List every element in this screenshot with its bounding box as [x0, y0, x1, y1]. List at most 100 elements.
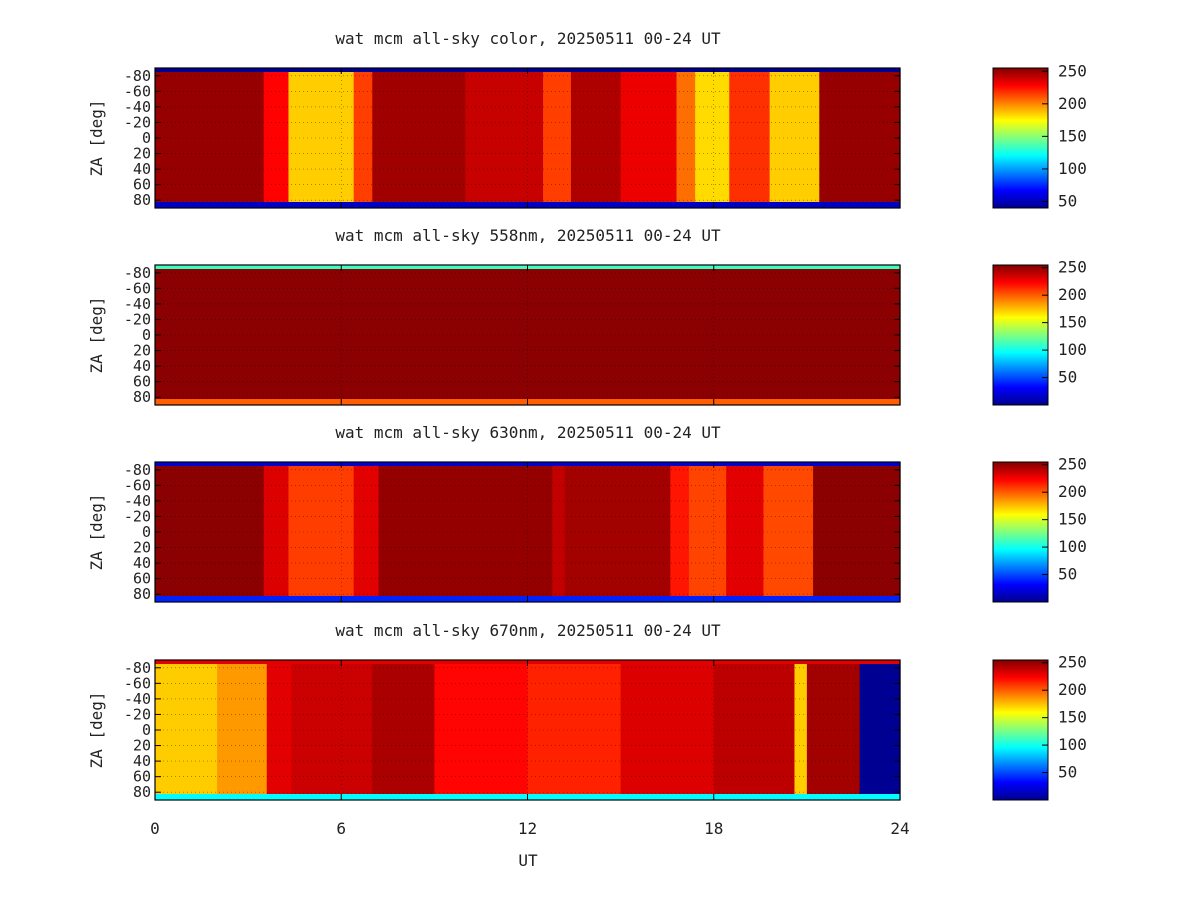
- y-axis-label: ZA [deg]: [87, 493, 106, 570]
- y-tick-label: 80: [133, 585, 151, 603]
- colorbar-tick-label: 250: [1058, 61, 1087, 80]
- panels: wat mcm all-sky color, 20250511 00-24 UT…: [87, 29, 1087, 838]
- x-axis-label: UT: [518, 851, 538, 870]
- colorbar-tick-label: 250: [1058, 258, 1087, 277]
- y-tick-label: -80: [124, 67, 151, 85]
- y-tick-label: -20: [124, 705, 151, 723]
- heatmap-column: [570, 68, 622, 208]
- colorbar-tick-label: 250: [1058, 653, 1087, 672]
- y-tick-label: 0: [142, 523, 151, 541]
- colorbar-tick-label: 150: [1058, 510, 1087, 529]
- heatmap-column: [378, 462, 553, 602]
- colorbar-tick-label: 200: [1058, 94, 1087, 113]
- colorbar-tick-label: 250: [1058, 455, 1087, 474]
- colorbar-tick-label: 50: [1058, 763, 1077, 782]
- heatmap-column: [465, 68, 544, 208]
- chart-title: wat mcm all-sky 558nm, 20250511 00-24 UT: [335, 226, 721, 245]
- colorbar-tick-label: 100: [1058, 537, 1087, 556]
- x-tick-label: 24: [890, 819, 909, 838]
- heatmap-column: [552, 462, 566, 602]
- y-tick-label: -60: [124, 674, 151, 692]
- y-tick-label: -80: [124, 659, 151, 677]
- y-tick-label: 60: [133, 373, 151, 391]
- y-tick-label: -80: [124, 264, 151, 282]
- y-tick-label: 0: [142, 721, 151, 739]
- colorbar: [992, 461, 1049, 603]
- x-tick-label: 6: [336, 819, 346, 838]
- colorbar-tick-label: 200: [1058, 285, 1087, 304]
- heatmap-column: [726, 462, 765, 602]
- colorbar-tick-label: 100: [1058, 340, 1087, 359]
- heatmap-column: [859, 660, 901, 800]
- colorbar-tick-label: 50: [1058, 191, 1077, 210]
- y-tick-label: -40: [124, 98, 151, 116]
- chart-panel-4: wat mcm all-sky 670nm, 20250511 00-24 UT…: [87, 621, 1087, 838]
- y-tick-label: 0: [142, 129, 151, 147]
- y-tick-label: 20: [133, 145, 151, 163]
- heatmap-column: [676, 68, 696, 208]
- heatmap-column: [288, 462, 355, 602]
- y-tick-label: -20: [124, 507, 151, 525]
- y-tick-label: 80: [133, 191, 151, 209]
- y-tick-label: 0: [142, 326, 151, 344]
- y-tick-label: 20: [133, 539, 151, 557]
- heatmap-column: [564, 462, 671, 602]
- colorbar-tick-label: 150: [1058, 313, 1087, 332]
- y-tick-label: 40: [133, 752, 151, 770]
- colorbar: [992, 659, 1049, 801]
- y-tick-label: -40: [124, 492, 151, 510]
- colorbar-tick-label: 150: [1058, 126, 1087, 145]
- colorbar: [992, 264, 1049, 406]
- y-tick-label: -40: [124, 295, 151, 313]
- heatmap-column: [763, 462, 814, 602]
- colorbar-tick-label: 150: [1058, 708, 1087, 727]
- chart-title: wat mcm all-sky 670nm, 20250511 00-24 UT: [335, 621, 721, 640]
- y-tick-label: 60: [133, 176, 151, 194]
- chart-title: wat mcm all-sky color, 20250511 00-24 UT: [335, 29, 721, 48]
- y-tick-label: 80: [133, 388, 151, 406]
- heatmap-column: [155, 462, 265, 602]
- y-tick-label: -60: [124, 476, 151, 494]
- chart-title: wat mcm all-sky 630nm, 20250511 00-24 UT: [335, 423, 721, 442]
- y-tick-label: 40: [133, 554, 151, 572]
- colorbar-tick-label: 50: [1058, 368, 1077, 387]
- y-tick-label: 20: [133, 737, 151, 755]
- heatmap-column: [620, 68, 678, 208]
- colorbar: [992, 67, 1049, 209]
- x-tick-label: 18: [704, 819, 723, 838]
- y-tick-label: 60: [133, 570, 151, 588]
- heatmap-column: [288, 68, 355, 208]
- y-axis-label: ZA [deg]: [87, 296, 106, 373]
- y-tick-label: 60: [133, 768, 151, 786]
- y-tick-label: -80: [124, 461, 151, 479]
- x-tick-label: 0: [150, 819, 160, 838]
- heatmap-column: [806, 660, 861, 800]
- colorbar-tick-label: 50: [1058, 565, 1077, 584]
- y-tick-label: 40: [133, 357, 151, 375]
- heatmap-column: [794, 660, 808, 800]
- y-tick-label: 20: [133, 342, 151, 360]
- heatmap-column: [434, 660, 529, 800]
- y-tick-label: -20: [124, 113, 151, 131]
- heatmap-column: [155, 68, 265, 208]
- y-tick-label: 40: [133, 160, 151, 178]
- colorbar-tick-label: 200: [1058, 482, 1087, 501]
- y-tick-label: -60: [124, 82, 151, 100]
- colorbar-tick-label: 100: [1058, 735, 1087, 754]
- chart-panel-2: wat mcm all-sky 558nm, 20250511 00-24 UT…: [87, 226, 1087, 406]
- heatmap-column: [155, 660, 218, 800]
- heatmap-column: [353, 462, 380, 602]
- heatmap-column: [695, 68, 730, 208]
- y-tick-label: -20: [124, 310, 151, 328]
- colorbar-tick-label: 100: [1058, 159, 1087, 178]
- y-axis-label: ZA [deg]: [87, 691, 106, 768]
- colorbar-tick-label: 200: [1058, 680, 1087, 699]
- x-tick-label: 12: [518, 819, 537, 838]
- chart-panel-3: wat mcm all-sky 630nm, 20250511 00-24 UT…: [87, 423, 1087, 603]
- y-tick-label: 80: [133, 783, 151, 801]
- chart-panel-1: wat mcm all-sky color, 20250511 00-24 UT…: [87, 29, 1087, 210]
- heatmap-column: [713, 660, 796, 800]
- y-tick-label: -40: [124, 690, 151, 708]
- heatmap-column: [217, 660, 268, 800]
